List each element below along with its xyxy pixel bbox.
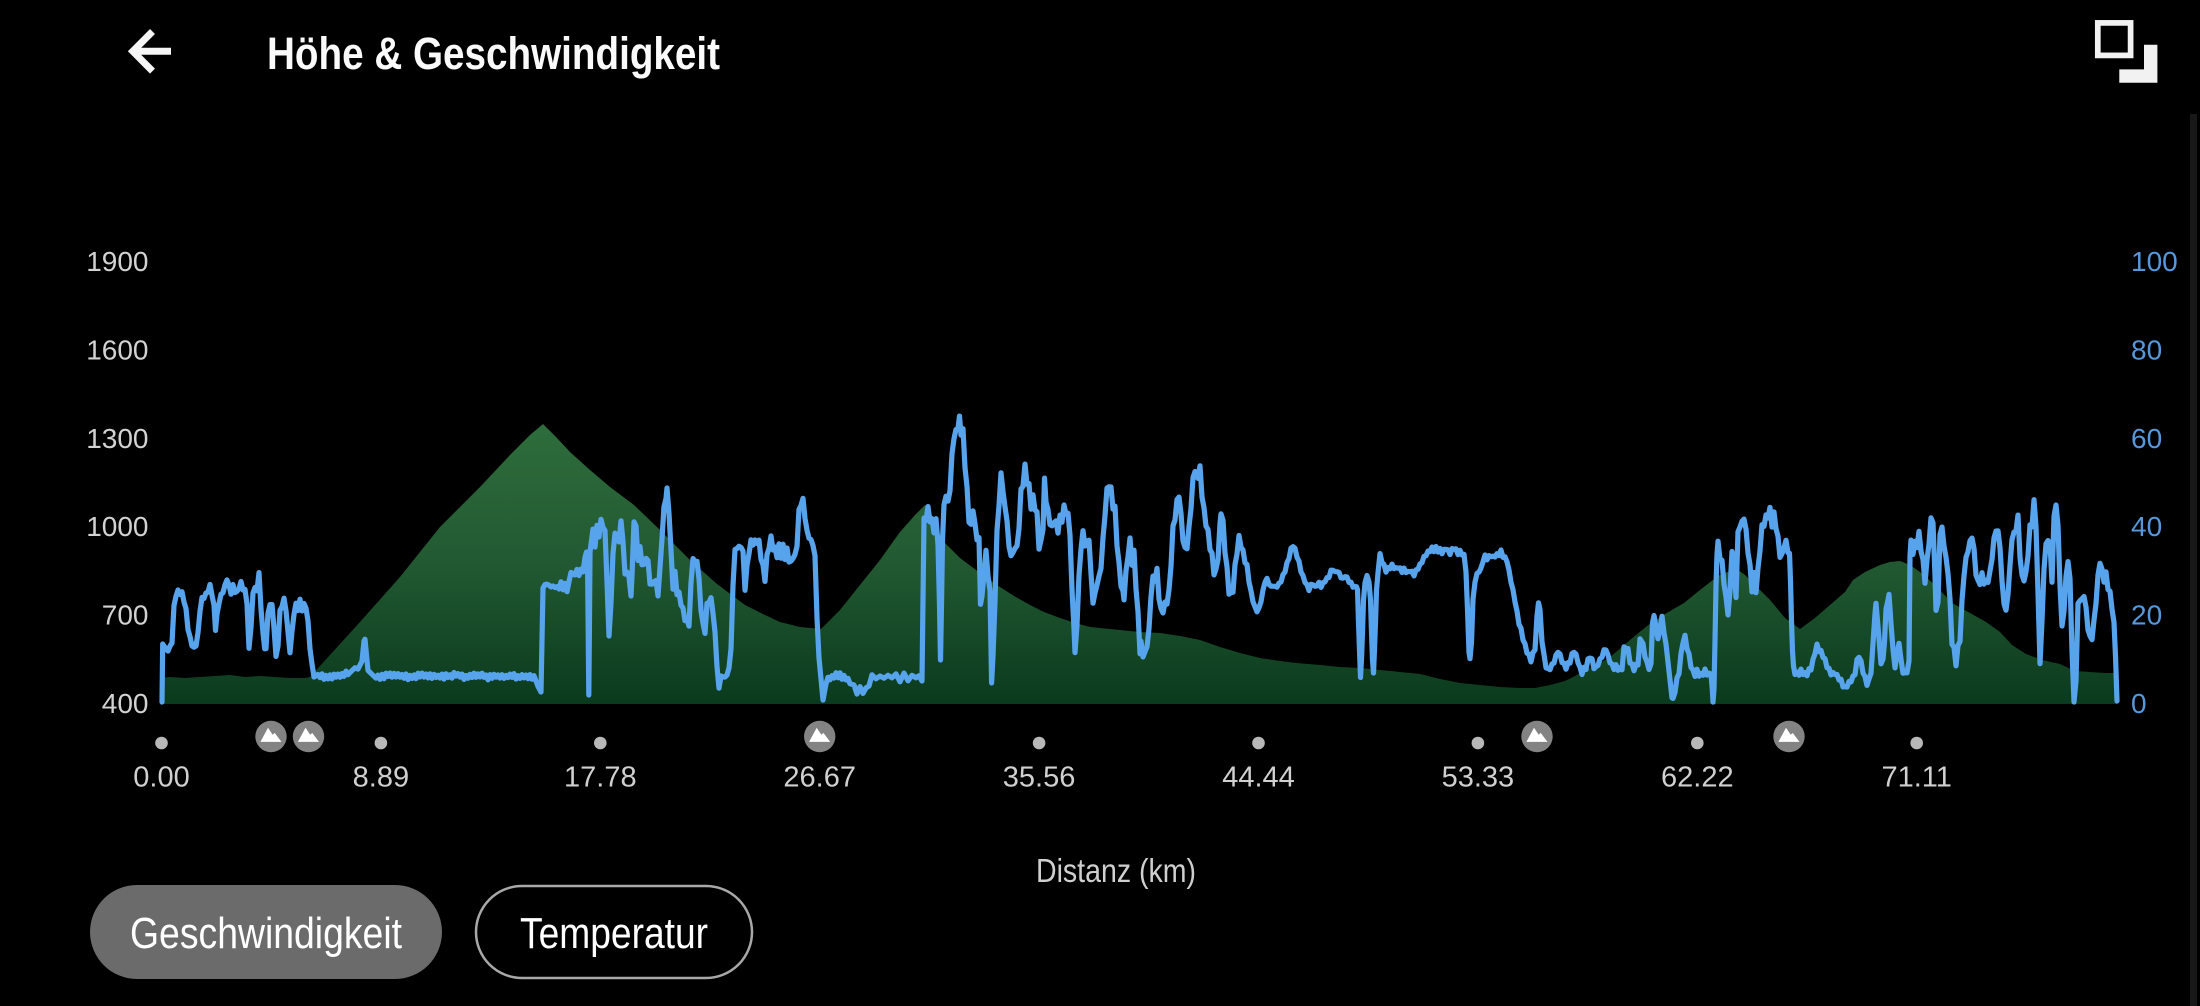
svg-text:1000: 1000 (86, 511, 148, 542)
svg-text:62.22: 62.22 (1661, 762, 1734, 794)
svg-text:1600: 1600 (86, 334, 148, 365)
svg-text:0.00: 0.00 (133, 762, 189, 794)
svg-text:Distanz (km): Distanz (km) (1036, 852, 1196, 889)
svg-text:Höhe & Geschwindigkeit: Höhe & Geschwindigkeit (267, 28, 720, 79)
svg-text:1900: 1900 (86, 246, 148, 277)
svg-text:20: 20 (2131, 600, 2162, 631)
svg-text:100: 100 (2131, 246, 2178, 277)
svg-text:44.44: 44.44 (1222, 762, 1295, 794)
svg-text:53.33: 53.33 (1442, 762, 1515, 794)
svg-text:8.89: 8.89 (353, 762, 409, 794)
svg-text:60: 60 (2131, 423, 2162, 454)
svg-text:71.11: 71.11 (1881, 762, 1951, 794)
svg-text:17.78: 17.78 (564, 762, 637, 794)
svg-text:Geschwindigkeit: Geschwindigkeit (130, 909, 402, 958)
svg-text:Temperatur: Temperatur (520, 909, 708, 958)
svg-text:0: 0 (2131, 688, 2147, 719)
svg-text:1300: 1300 (86, 423, 148, 454)
svg-text:700: 700 (102, 600, 149, 631)
svg-text:400: 400 (102, 688, 149, 719)
svg-text:26.67: 26.67 (783, 762, 856, 794)
svg-text:80: 80 (2131, 334, 2162, 365)
svg-text:40: 40 (2131, 511, 2162, 542)
svg-text:35.56: 35.56 (1003, 762, 1076, 794)
